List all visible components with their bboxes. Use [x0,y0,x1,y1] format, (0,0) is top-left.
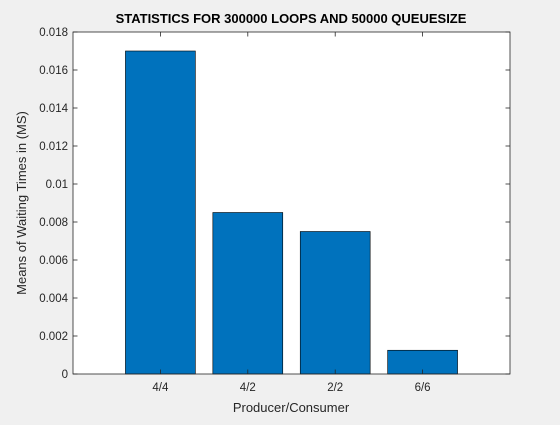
bar-2/2 [299,231,371,375]
chart-title: STATISTICS FOR 300000 LOOPS AND 50000 QU… [116,11,467,26]
y-tick-label: 0.002 [39,331,68,343]
y-tick-label: 0.008 [39,217,68,229]
y-tick-label: 0.004 [39,293,68,305]
x-tick-label: 4/4 [152,382,169,394]
axes-layer: 0 0.002 0.004 0.006 0.008 0.01 0.012 0.014 0.016… [39,27,511,394]
x-tick-label: 6/6 [415,382,431,394]
bar-4/2 [212,212,284,375]
bars-layer [125,50,458,375]
y-tick-label: 0.012 [39,141,68,153]
y-tick-label: 0.01 [46,179,68,191]
y-tick-label: 0.018 [39,27,68,39]
y-tick-label: 0 [62,369,68,381]
bar-4/4 [125,50,196,375]
y-tick-label: 0.006 [39,255,68,267]
axes-box [72,31,511,375]
y-tick-label: 0.014 [39,103,68,115]
x-tick-label: 2/2 [327,382,343,394]
y-axis-label: Means of Waiting Times in (MS) [14,111,29,295]
y-tick-label: 0.016 [39,65,68,77]
x-axis-label: Producer/Consumer [233,400,350,415]
x-tick-label: 4/2 [240,382,256,394]
